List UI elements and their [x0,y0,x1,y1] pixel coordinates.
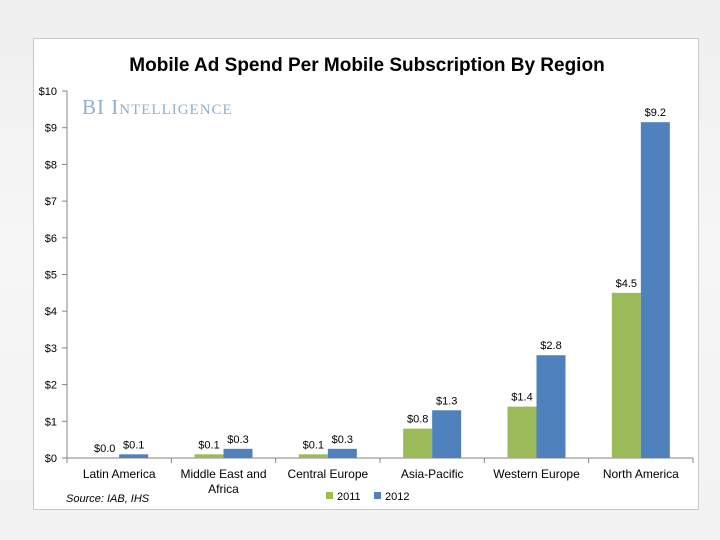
x-tick-label: Africa [208,482,239,496]
y-tick-label: $3 [45,343,57,355]
y-tick-label: $9 [45,123,57,135]
data-label: $2.8 [540,340,561,352]
data-label: $0.1 [303,439,324,451]
data-label: $9.2 [645,107,666,119]
data-label: $1.3 [436,395,457,407]
slide-frame [33,38,699,510]
x-tick-label: Central Europe [287,467,368,481]
x-tick-label: Asia-Pacific [401,467,464,481]
data-label: $0.3 [332,434,353,446]
legend-swatch-2012 [374,492,381,499]
x-tick-label: North America [603,467,679,481]
y-tick-label: $1 [45,416,57,428]
brand-logo: BI Intelligence [82,95,233,120]
y-tick-label: $5 [45,270,57,282]
bar-2012 [223,448,253,458]
x-tick-label: Western Europe [493,467,580,481]
bar-2012 [640,122,670,458]
bar-2011 [507,406,537,458]
brand-prefix: BI [82,95,105,119]
data-label: $1.4 [511,392,532,404]
y-tick-label: $6 [45,233,57,245]
bar-2012 [432,410,462,458]
bar-2012 [327,448,357,458]
data-label: $0.1 [198,439,219,451]
data-label: $0.8 [407,414,428,426]
legend-label: 2011 [337,491,361,503]
bar-2011 [298,454,328,458]
data-label: $0.3 [227,434,248,446]
bar-2012 [536,355,566,458]
bar-2012 [119,454,149,458]
bar-2011 [194,454,224,458]
x-tick-label: Middle East and [180,467,266,481]
chart-title: Mobile Ad Spend Per Mobile Subscription … [129,55,604,76]
x-tick-label: Latin America [83,467,156,481]
bar-2011 [403,428,433,458]
y-tick-label: $0 [45,453,57,465]
legend-swatch-2011 [326,492,333,499]
legend-label: 2012 [385,491,409,503]
data-label: $4.5 [616,278,637,290]
y-tick-label: $2 [45,380,57,392]
data-label: $0.0 [94,443,115,455]
y-tick-label: $4 [45,306,57,318]
y-tick-label: $8 [45,159,57,171]
y-tick-label: $10 [39,86,57,98]
source-note: Source: IAB, IHS [66,493,150,505]
data-label: $0.1 [123,439,144,451]
y-tick-label: $7 [45,196,57,208]
bar-2011 [611,292,641,458]
brand-suffix: Intelligence [111,95,233,119]
